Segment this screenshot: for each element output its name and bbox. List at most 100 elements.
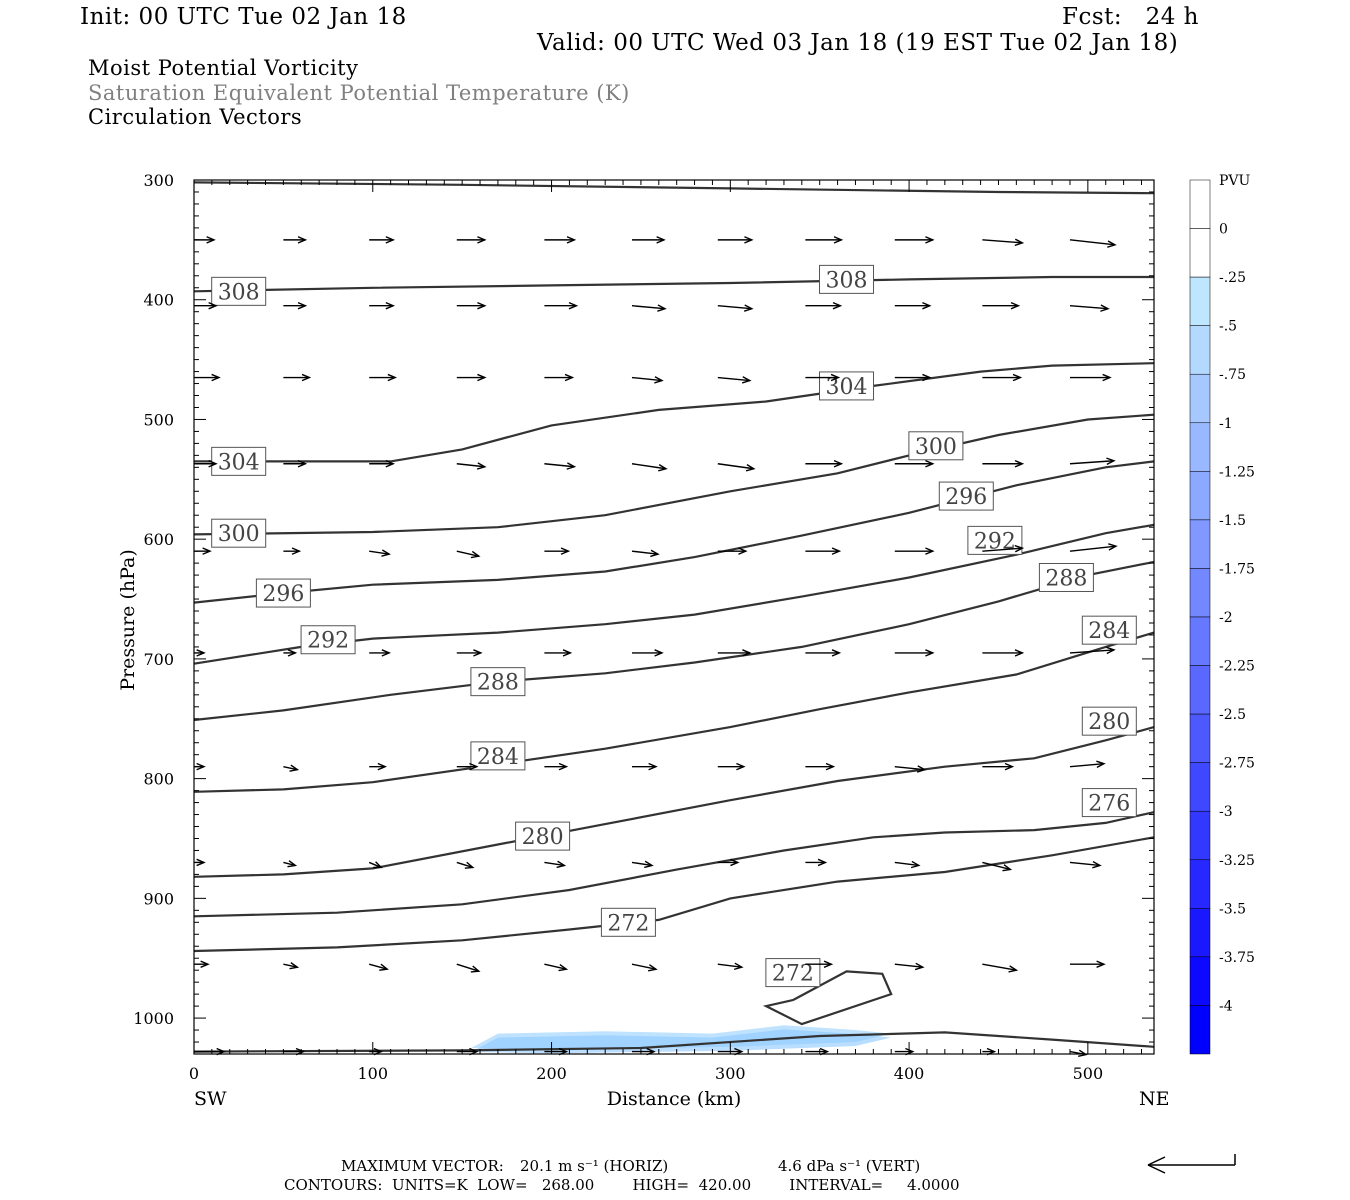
wind-vector-head — [196, 649, 206, 657]
wind-vector-head — [738, 547, 748, 555]
contour-label-box — [515, 821, 571, 851]
wind-vector-head — [558, 762, 569, 771]
wind-vector-head — [560, 547, 571, 555]
wind-vector-head — [1010, 301, 1021, 310]
wind-vector — [982, 649, 1025, 657]
wind-vector — [894, 765, 927, 773]
colorbar-swatch — [1189, 325, 1211, 375]
wind-vector-head — [1014, 459, 1025, 468]
x-tick-label: 400 — [894, 1064, 925, 1083]
wind-vector — [894, 459, 935, 468]
wind-vector-head — [387, 373, 397, 382]
x-tick-label: 300 — [715, 1064, 746, 1083]
wind-vector — [717, 304, 754, 312]
contour-label: 308 — [819, 264, 875, 294]
wind-vector-head — [1102, 373, 1112, 382]
wind-vector — [631, 549, 660, 558]
x-tick-label: 0 — [189, 1064, 199, 1083]
contour-label: 292 — [300, 625, 356, 655]
contour-label-text: 296 — [945, 485, 987, 510]
wind-vector-head — [745, 464, 756, 472]
contour-label: 304 — [819, 371, 875, 401]
circulation-vectors — [194, 236, 1118, 1057]
wind-vector — [456, 373, 487, 382]
wind-vector — [1069, 457, 1116, 465]
wind-vector-head — [1012, 373, 1023, 382]
wind-vector-shaft — [369, 550, 390, 555]
contour-label-box — [255, 578, 311, 608]
contour-label-text: 308 — [218, 280, 260, 305]
contour-line — [193, 275, 1154, 293]
contour-label-text: 288 — [477, 671, 519, 696]
contour-label-box — [211, 446, 267, 476]
wind-vector — [631, 860, 654, 869]
wind-vector-head — [742, 649, 752, 657]
wind-vector-head — [925, 236, 935, 244]
wind-vector — [717, 463, 756, 472]
contour-label-box — [819, 264, 875, 294]
wind-vector — [369, 549, 391, 557]
contour-label-text: 272 — [772, 962, 814, 987]
wind-vector — [283, 860, 298, 868]
wind-vector-shaft — [456, 463, 485, 468]
wind-vector-head — [910, 860, 921, 869]
wind-vector — [368, 861, 383, 869]
title-mpv: Moist Potential Vorticity — [88, 56, 359, 80]
wind-vector-shaft — [894, 861, 919, 867]
contour-label: 308 — [211, 276, 267, 306]
wind-vector-head — [196, 858, 206, 867]
contour-label-text: 272 — [607, 911, 649, 936]
contour-label-text: 300 — [915, 435, 957, 460]
wind-vector-head — [925, 649, 935, 657]
wind-vector-shaft — [456, 963, 480, 972]
wind-vector-shaft — [1069, 649, 1115, 654]
wind-vector — [1069, 239, 1117, 248]
wind-vector — [369, 963, 389, 971]
contour-label: 288 — [470, 667, 526, 697]
mpv-region-inner — [471, 1029, 892, 1054]
wind-vector — [369, 373, 397, 382]
wind-vector-head — [830, 373, 841, 382]
wind-vector — [894, 962, 925, 971]
colorbar-swatch — [1189, 422, 1211, 472]
contour-label-text: 284 — [477, 745, 519, 770]
wind-vector-head — [200, 960, 210, 968]
wind-vector-head — [743, 304, 754, 312]
wind-vector — [631, 463, 668, 472]
wind-vector — [894, 373, 932, 382]
contour-label-text: 276 — [1088, 792, 1130, 817]
wind-vector — [717, 236, 754, 244]
max-vector-horiz: 20.1 m s⁻¹ (HORIZ) — [520, 1157, 669, 1175]
wind-vector — [456, 550, 481, 559]
colorbar-swatch — [1189, 276, 1211, 326]
wind-vector-head — [379, 963, 389, 971]
wind-vector-head — [208, 301, 218, 310]
wind-vector-head — [1108, 543, 1118, 551]
wind-vector-head — [568, 301, 579, 310]
wind-vector — [194, 649, 206, 657]
plot-frame — [193, 179, 1155, 1055]
contour-label-box — [300, 625, 356, 655]
wind-vector-head — [301, 373, 312, 382]
colorbar-swatch — [1189, 665, 1211, 715]
y-tick-label: 600 — [143, 530, 174, 549]
wind-vector-shaft — [456, 550, 479, 557]
colorbar-tick-label: -1 — [1219, 416, 1233, 432]
wind-vector-shaft — [631, 305, 666, 310]
contour-label-text: 308 — [826, 268, 868, 293]
max-vector-label: MAXIMUM VECTOR: — [341, 1157, 504, 1175]
wind-vector — [717, 858, 740, 867]
contour-label: 276 — [1081, 788, 1137, 818]
wind-vector-head — [1106, 646, 1116, 655]
wind-vector — [717, 649, 752, 657]
reference-vector — [1147, 1154, 1236, 1174]
wind-vector-head — [289, 764, 300, 772]
wind-vector — [194, 301, 218, 310]
wind-vector-shaft — [631, 963, 657, 970]
y-tick-label: 900 — [143, 889, 174, 908]
wind-vector — [369, 762, 387, 771]
wind-vector — [456, 236, 487, 244]
right-end-label: NE — [1139, 1088, 1170, 1110]
wind-vector — [1069, 760, 1106, 769]
wind-vector — [982, 861, 1013, 872]
